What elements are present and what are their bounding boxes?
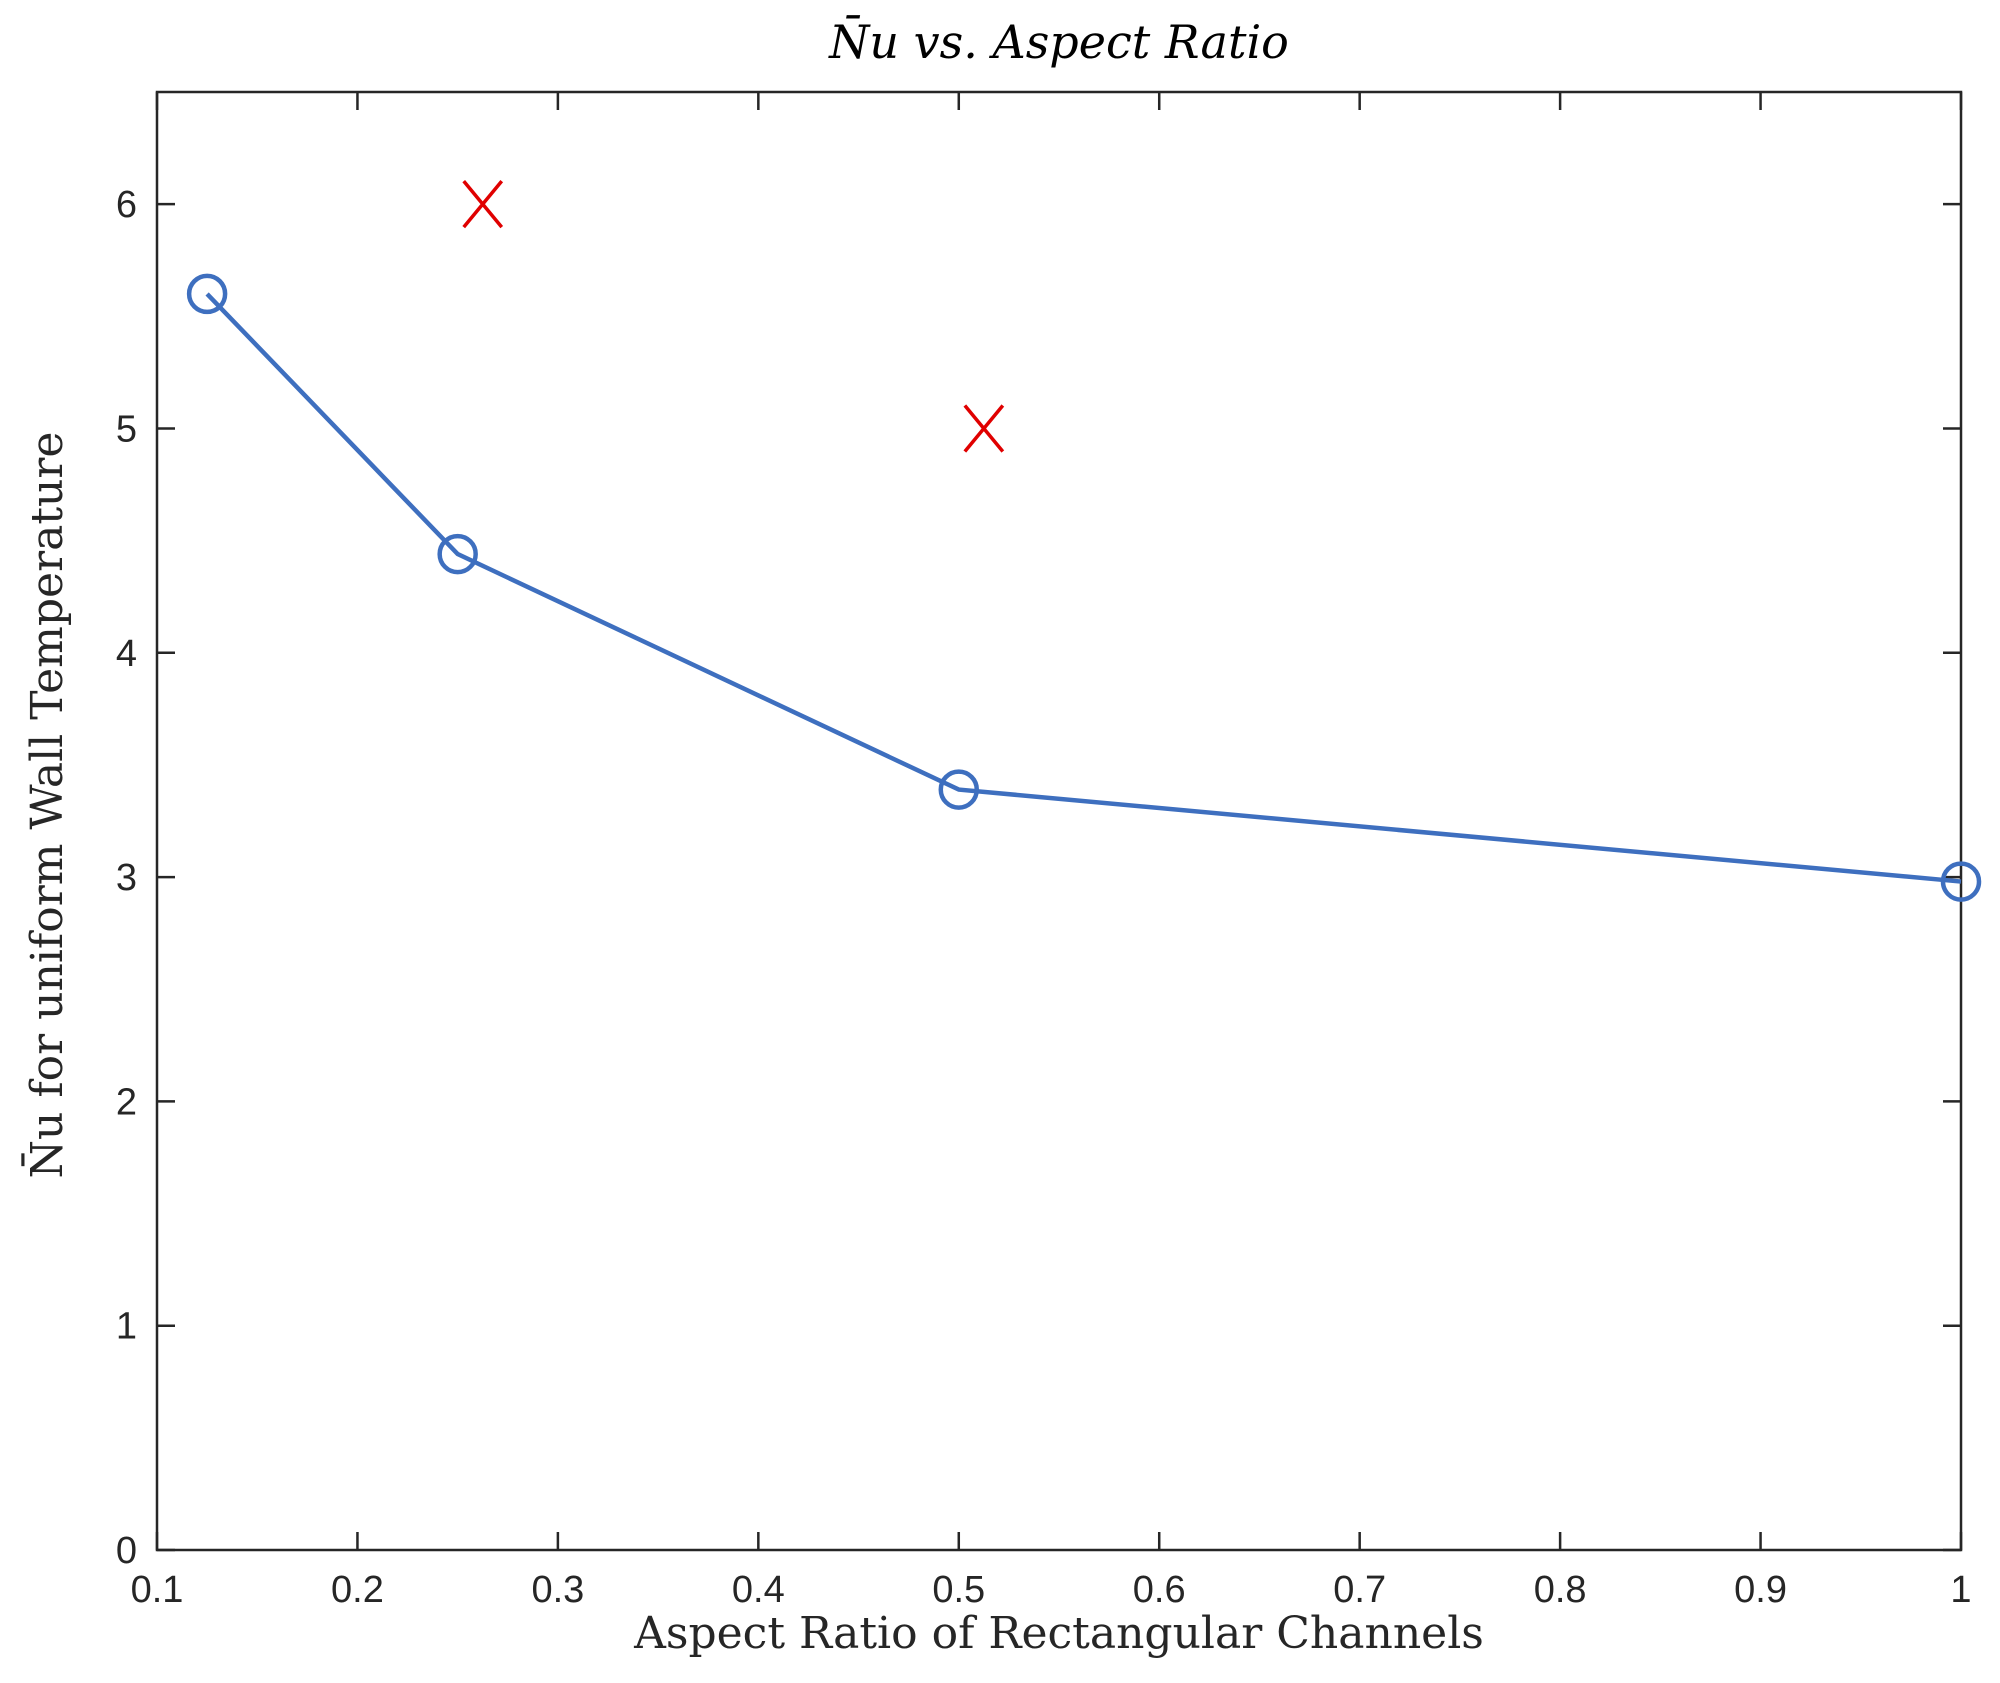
x-tick-label: 0.2 <box>331 1569 384 1611</box>
data-point-circle <box>1940 861 1982 902</box>
data-point-circle <box>437 533 478 575</box>
series-1 <box>462 180 1005 453</box>
series-line <box>205 292 1962 884</box>
chart-title: N̄u vs. Aspect Ratio <box>828 14 1289 69</box>
plot-area <box>155 90 1963 1552</box>
x-tick-label: 1 <box>1950 1569 1971 1611</box>
y-tick-label: 5 <box>116 408 137 450</box>
x-tick-label: 0.5 <box>932 1569 985 1611</box>
y-tick-label: 0 <box>116 1530 137 1572</box>
data-point-circle <box>938 769 980 810</box>
data-point-x <box>462 180 504 229</box>
x-tick-label: 0.7 <box>1333 1569 1386 1611</box>
x-tick-label: 0.4 <box>732 1569 785 1611</box>
y-tick-label: 2 <box>116 1081 137 1123</box>
x-tick-label: 0.9 <box>1734 1569 1787 1611</box>
y-tick-label: 6 <box>116 184 137 226</box>
data-point-x <box>963 404 1005 453</box>
x-tick-label: 0.1 <box>131 1569 184 1611</box>
data-point-circle <box>186 273 228 315</box>
y-axis-label: N̄u for uniform Wall Temperature <box>20 432 73 1179</box>
y-tick-label: 1 <box>116 1306 137 1348</box>
y-tick-label: 4 <box>116 633 137 675</box>
x-tick-label: 0.6 <box>1133 1569 1186 1611</box>
series-0 <box>186 273 1982 902</box>
x-tick-label: 0.3 <box>531 1569 584 1611</box>
x-tick-label: 0.8 <box>1534 1569 1587 1611</box>
y-tick-label: 3 <box>116 857 137 899</box>
x-axis-label: Aspect Ratio of Rectangular Channels <box>633 1608 1484 1659</box>
